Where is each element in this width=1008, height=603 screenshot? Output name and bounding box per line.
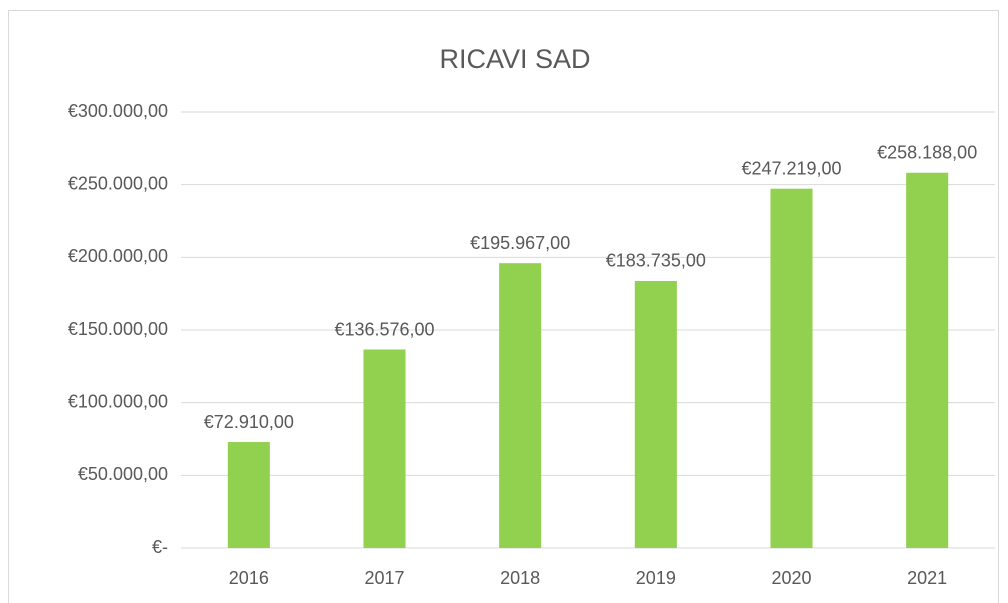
bar xyxy=(906,172,949,548)
x-tick-label: 2021 xyxy=(907,568,947,588)
data-label: €258.188,00 xyxy=(877,143,977,163)
bar xyxy=(634,280,677,548)
y-tick-label: €50.000,00 xyxy=(78,464,168,484)
y-tick-label: €150.000,00 xyxy=(68,319,168,339)
x-tick-label: 2017 xyxy=(364,568,404,588)
data-label: €247.219,00 xyxy=(741,158,841,178)
bar xyxy=(363,349,406,548)
chart-title: RICAVI SAD xyxy=(439,44,590,74)
data-label: €195.967,00 xyxy=(470,233,570,253)
y-tick-label: €- xyxy=(152,537,168,557)
y-tick-label: €200.000,00 xyxy=(68,246,168,266)
bar xyxy=(227,442,270,548)
bar xyxy=(770,188,813,549)
x-tick-label: 2020 xyxy=(771,568,811,588)
data-label: €136.576,00 xyxy=(334,319,434,339)
x-tick-label: 2019 xyxy=(636,568,676,588)
data-label: €72.910,00 xyxy=(204,412,294,432)
y-tick-label: €250.000,00 xyxy=(68,173,168,193)
y-tick-label: €100.000,00 xyxy=(68,391,168,411)
y-tick-label: €300.000,00 xyxy=(68,101,168,121)
data-label: €183.735,00 xyxy=(606,251,706,271)
x-tick-label: 2016 xyxy=(229,568,269,588)
x-tick-label: 2018 xyxy=(500,568,540,588)
bar xyxy=(499,263,542,548)
